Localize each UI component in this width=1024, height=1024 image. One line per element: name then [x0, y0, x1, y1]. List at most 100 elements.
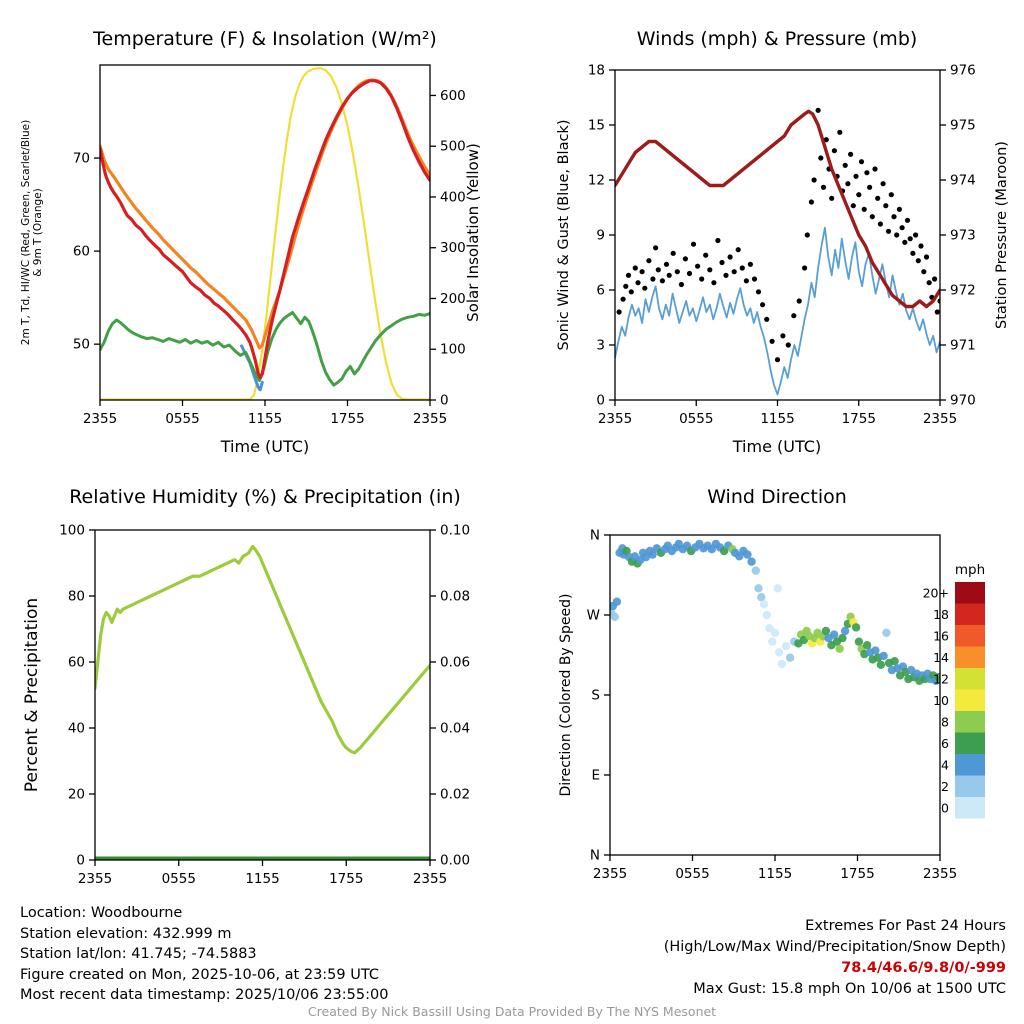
svg-text:mph: mph	[955, 562, 985, 578]
station-latlon: Station lat/lon: 41.745; -74.5883	[20, 946, 257, 962]
svg-text:0.04: 0.04	[440, 721, 470, 737]
svg-text:4: 4	[941, 757, 949, 772]
ylabel-wind-left: Sonic Wind & Gust (Blue, Black)	[556, 119, 572, 351]
svg-text:9: 9	[596, 228, 605, 244]
svg-text:975: 975	[950, 118, 976, 134]
svg-text:2355: 2355	[413, 411, 447, 427]
svg-text:970: 970	[950, 393, 976, 409]
svg-text:0: 0	[596, 393, 605, 409]
svg-text:0: 0	[941, 800, 949, 815]
svg-text:18: 18	[588, 63, 605, 79]
svg-text:50: 50	[73, 337, 90, 353]
max-gust: Max Gust: 15.8 mph On 10/06 at 1500 UTC	[693, 981, 1006, 997]
ylabel-temperature-left: 2m T, Td, HI/WC (Red, Green, Scarlet/Blu…	[20, 65, 44, 400]
ylabel-pressure-right: Station Pressure (Maroon)	[994, 141, 1010, 329]
ylabel-direction-left: Direction (Colored By Speed)	[558, 593, 574, 797]
svg-text:2355: 2355	[598, 411, 632, 427]
svg-text:972: 972	[950, 283, 976, 299]
ylabel-rh-left: Percent & Precipitation	[22, 597, 42, 793]
svg-text:20+: 20+	[923, 585, 949, 600]
svg-text:1155: 1155	[758, 866, 792, 882]
svg-text:1755: 1755	[329, 871, 363, 887]
svg-text:0.02: 0.02	[440, 787, 470, 803]
svg-text:0.06: 0.06	[440, 655, 470, 671]
svg-text:1755: 1755	[330, 411, 364, 427]
svg-text:500: 500	[440, 139, 466, 155]
credit-line: Created By Nick Bassill Using Data Provi…	[307, 1004, 717, 1019]
svg-text:600: 600	[440, 88, 466, 104]
station-location: Location: Woodbourne	[20, 905, 183, 921]
svg-text:1755: 1755	[842, 411, 876, 427]
svg-text:1155: 1155	[248, 411, 282, 427]
svg-text:0555: 0555	[162, 871, 196, 887]
chart-title-temperature: Temperature (F) & Insolation (W/m²)	[93, 28, 437, 50]
station-elevation: Station elevation: 432.999 m	[20, 925, 232, 942]
xlabel-temperature: Time (UTC)	[220, 437, 310, 456]
extremes-values: 78.4/46.6/9.8/0/-999	[841, 960, 1006, 976]
svg-text:12: 12	[933, 671, 949, 686]
chart-title-rh-precip: Relative Humidity (%) & Precipitation (i…	[69, 486, 461, 508]
chart-title-winds-pressure: Winds (mph) & Pressure (mb)	[636, 28, 918, 50]
winds-pressure-plot: 2355 0555 1155 1755 2355 0 3 6 9 12 15 18 970 971 972 9…	[588, 63, 976, 428]
svg-text:6: 6	[941, 736, 949, 751]
ylabel-temperature-left-line2: & 9m T (Orange)	[32, 188, 44, 277]
svg-text:80: 80	[68, 589, 85, 605]
svg-text:12: 12	[588, 173, 605, 189]
svg-text:0.00: 0.00	[440, 853, 470, 869]
svg-text:2355: 2355	[923, 866, 957, 882]
svg-text:0.08: 0.08	[440, 589, 470, 605]
svg-text:974: 974	[950, 173, 976, 189]
svg-text:S: S	[591, 688, 600, 704]
extremes-title: Extremes For Past 24 Hours	[805, 918, 1006, 934]
svg-text:14: 14	[933, 650, 949, 665]
svg-text:60: 60	[68, 655, 85, 671]
svg-text:973: 973	[950, 228, 976, 244]
svg-text:W: W	[587, 608, 600, 624]
svg-text:0.10: 0.10	[440, 523, 470, 539]
svg-text:2355: 2355	[78, 871, 112, 887]
svg-text:100: 100	[440, 342, 466, 358]
svg-text:2355: 2355	[83, 411, 117, 427]
station-info-block: Location: Woodbourne Station elevation: …	[20, 903, 388, 1006]
ylabel-insolation-right: Solar Insolation (Yellow)	[464, 143, 482, 322]
svg-text:300: 300	[440, 240, 466, 256]
svg-text:0: 0	[76, 853, 85, 869]
svg-text:0555: 0555	[675, 866, 709, 882]
xlabel-winds: Time (UTC)	[732, 437, 822, 456]
svg-text:15: 15	[588, 118, 605, 134]
recent-data-timestamp: Most recent data timestamp: 2025/10/06 2…	[20, 987, 389, 1003]
svg-text:70: 70	[73, 151, 90, 167]
svg-text:1155: 1155	[760, 411, 794, 427]
svg-text:6: 6	[596, 283, 605, 299]
svg-text:40: 40	[68, 721, 85, 737]
ylabel-temperature-left-line1: 2m T, Td, HI/WC (Red, Green, Scarlet/Blu…	[20, 119, 32, 346]
svg-text:3: 3	[596, 338, 605, 354]
svg-text:2355: 2355	[413, 871, 447, 887]
svg-text:0555: 0555	[679, 411, 713, 427]
svg-text:20: 20	[68, 787, 85, 803]
svg-text:0555: 0555	[165, 411, 199, 427]
svg-text:1155: 1155	[245, 871, 279, 887]
svg-text:16: 16	[933, 628, 949, 643]
svg-text:1755: 1755	[840, 866, 874, 882]
svg-text:18: 18	[933, 607, 949, 622]
svg-text:200: 200	[440, 291, 466, 307]
svg-text:N: N	[590, 528, 600, 544]
svg-text:2355: 2355	[923, 411, 957, 427]
figure-created: Figure created on Mon, 2025-10-06, at 23…	[20, 966, 379, 983]
svg-text:N: N	[590, 848, 600, 864]
svg-text:8: 8	[941, 714, 949, 729]
rh-precip-plot: 2355 0555 1155 1755 2355 0 20 40 60 80 100 0.00 0.02…	[59, 523, 470, 888]
svg-text:E: E	[591, 768, 600, 784]
svg-text:10: 10	[933, 693, 949, 708]
svg-text:100: 100	[59, 523, 85, 539]
svg-text:400: 400	[440, 189, 466, 205]
svg-text:0: 0	[440, 393, 449, 409]
extremes-block: Extremes For Past 24 Hours (High/Low/Max…	[664, 916, 1006, 1000]
svg-text:2355: 2355	[593, 866, 627, 882]
extremes-subtitle: (High/Low/Max Wind/Precipitation/Snow De…	[663, 939, 1006, 955]
svg-text:971: 971	[950, 338, 976, 354]
svg-text:60: 60	[73, 244, 90, 260]
